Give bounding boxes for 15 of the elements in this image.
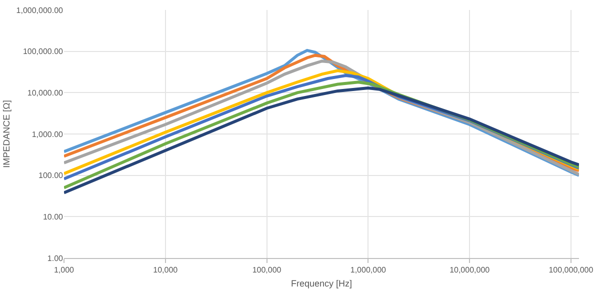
y-tick-label: 1,000.00 [32,130,64,139]
x-tick-label: 100,000 [252,266,282,275]
x-tick-label: 100,000,000 [548,266,594,275]
y-tick-label: 1.00 [47,254,64,263]
y-axis-title: IMPEDANCE [Ω] [2,100,12,168]
y-tick-label: 100.00 [38,171,64,180]
y-tick-label: 1,000,000.00 [16,6,64,15]
y-tick-label: 100,000.00 [22,47,64,56]
x-tick-label: 1,000,000 [350,266,387,275]
x-tick-label: 1,000 [54,266,75,275]
x-tick-label: 10,000 [153,266,178,275]
x-tick-label: 10,000,000 [450,266,490,275]
x-axis-title: Frequency [Hz] [290,278,352,288]
y-tick-label: 10,000.00 [27,88,64,98]
y-tick-label: 10.00 [42,212,64,222]
